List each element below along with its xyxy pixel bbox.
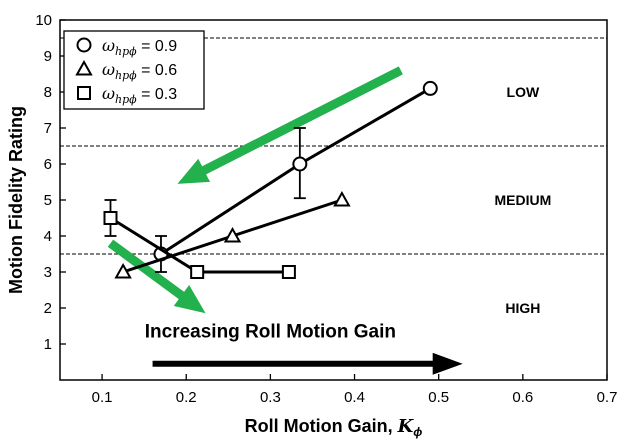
series-circle xyxy=(153,80,438,273)
legend-entry-circle: ωhpϕ = 0.9 xyxy=(76,36,177,58)
data-point-triangle xyxy=(75,59,93,76)
x-tick-label: 0.2 xyxy=(176,389,197,406)
data-point-circle xyxy=(292,156,308,172)
y-tick-label: 6 xyxy=(44,156,52,173)
x-tick-label: 0.1 xyxy=(92,389,113,406)
y-tick-label: 5 xyxy=(44,192,52,209)
data-series xyxy=(103,80,438,279)
data-point-square xyxy=(77,86,91,100)
data-point-square xyxy=(281,265,296,279)
data-point-triangle xyxy=(333,190,351,207)
annotation-increasing-roll-gain: Increasing Roll Motion Gain xyxy=(145,321,396,342)
region-labels: LOW MEDIUM HIGH xyxy=(494,84,551,316)
x-tick-label: 0.6 xyxy=(512,389,533,406)
legend-label: ωhpϕ = 0.3 xyxy=(102,84,177,106)
x-tick-label: 0.7 xyxy=(597,389,618,406)
data-point-square xyxy=(103,211,118,225)
series-square xyxy=(103,199,296,279)
region-label-high: HIGH xyxy=(505,300,540,316)
y-tick-label: 10 xyxy=(35,12,52,29)
legend-label: ωhpϕ = 0.6 xyxy=(102,60,177,82)
y-tick-label: 4 xyxy=(44,228,52,245)
y-tick-label: 7 xyxy=(44,120,52,137)
data-point-square xyxy=(190,265,205,279)
arrows xyxy=(107,66,463,375)
y-tick-label: 1 xyxy=(44,336,52,353)
y-tick-label: 2 xyxy=(44,300,52,317)
series-triangle xyxy=(114,190,351,279)
legend-entry-square: ωhpϕ = 0.3 xyxy=(77,84,177,106)
data-point-triangle xyxy=(223,226,242,243)
region-label-medium: MEDIUM xyxy=(494,192,551,208)
legend-entry-triangle: ωhpϕ = 0.6 xyxy=(75,59,177,82)
legend-label: ωhpϕ = 0.9 xyxy=(102,36,177,58)
axis-ticks: 0.1 0.2 0.3 0.4 0.5 0.6 0.7 1 2 3 4 5 6 7 8 9 10 xyxy=(35,12,617,406)
x-axis-title: Roll Motion Gain, Kϕ xyxy=(245,416,423,439)
x-tick-label: 0.4 xyxy=(344,389,365,406)
y-tick-label: 9 xyxy=(44,48,52,65)
y-tick-label: 8 xyxy=(44,84,52,101)
x-tick-label: 0.3 xyxy=(260,389,281,406)
y-axis-title: Motion Fidelity Rating xyxy=(6,106,26,294)
x-tick-label: 0.5 xyxy=(428,389,449,406)
data-point-triangle xyxy=(114,262,132,279)
region-label-low: LOW xyxy=(507,84,540,100)
data-point-circle xyxy=(422,80,438,96)
green-arrow-lower xyxy=(107,239,206,314)
data-point-circle xyxy=(76,37,92,53)
green-arrow-upper xyxy=(177,66,403,184)
y-tick-label: 3 xyxy=(44,264,52,281)
